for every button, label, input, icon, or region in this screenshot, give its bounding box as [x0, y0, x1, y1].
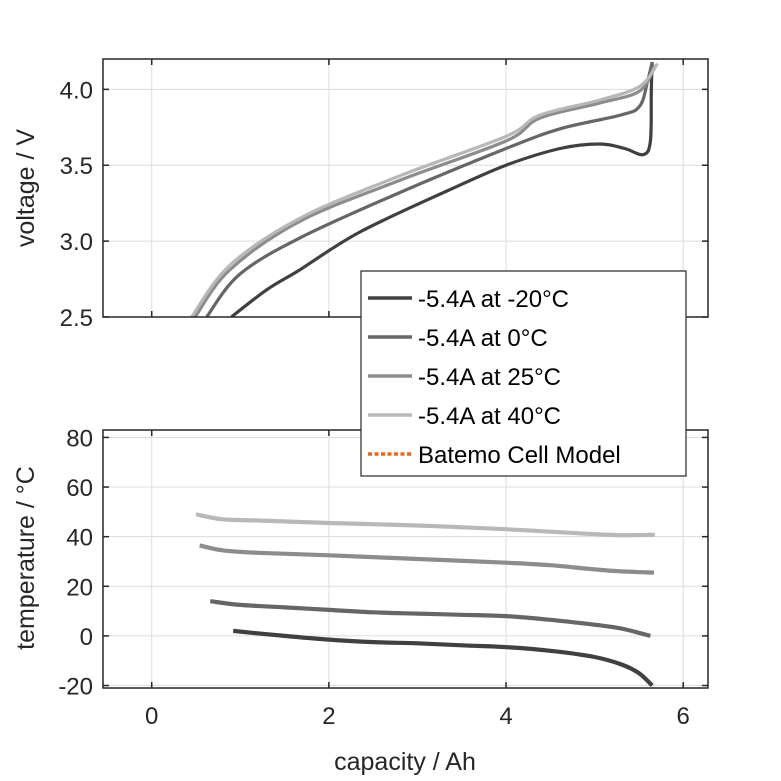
temperature-series-line-0: [232, 628, 654, 688]
legend-label: -5.4A at 0°C: [418, 325, 548, 352]
y-tick-label: 2.5: [60, 305, 93, 332]
y-tick-label: 40: [66, 525, 93, 552]
legend-label: Batemo Cell Model: [418, 442, 621, 469]
y-tick-label: -20: [58, 674, 93, 701]
x-tick-label: 0: [145, 703, 158, 730]
x-tick-label: 6: [677, 703, 690, 730]
legend-entry: -5.4A at 0°C: [368, 325, 548, 352]
legend-label: -5.4A at 25°C: [418, 364, 561, 391]
temperature-y-axis-label: temperature / °C: [12, 466, 40, 650]
voltage-series-line-2: [193, 64, 657, 317]
voltage-y-axis-label: voltage / V: [12, 129, 40, 247]
legend-label: -5.4A at -20°C: [418, 286, 569, 313]
legend-entry: -5.4A at 40°C: [368, 403, 561, 430]
y-tick-label: 60: [66, 475, 93, 502]
voltage-series-line-0: [230, 61, 654, 317]
y-tick-label: 80: [66, 425, 93, 452]
legend-entry: -5.4A at -20°C: [368, 286, 569, 313]
legend-entry: -5.4A at 25°C: [368, 364, 561, 391]
voltage-series-line-1: [205, 61, 654, 317]
x-tick-label: 4: [499, 703, 512, 730]
y-tick-label: 20: [66, 574, 93, 601]
legend-label: -5.4A at 40°C: [418, 403, 561, 430]
legend: -5.4A at -20°C -5.4A at 0°C -5.4A at 25°C -…: [360, 270, 687, 477]
x-tick-label: 2: [322, 703, 335, 730]
y-tick-label: 0: [80, 624, 93, 651]
voltage-series: [190, 61, 659, 317]
y-tick-label: 3.0: [60, 229, 93, 256]
temperature-series: [195, 512, 655, 688]
temperature-series-line-2: [199, 543, 655, 575]
y-tick-label: 3.5: [60, 153, 93, 180]
voltage-series-line-3: [190, 62, 659, 317]
temperature-series-line-1: [209, 599, 651, 638]
y-tick-label: 4.0: [60, 77, 93, 104]
legend-entry: Batemo Cell Model: [368, 442, 621, 469]
temperature-ticks: 0 2 4 6 -20 0 20 40 60 80: [58, 425, 708, 730]
temperature-series-line-3: [195, 512, 655, 538]
legend-box: [360, 270, 687, 477]
capacity-x-axis-label: capacity / Ah: [334, 748, 476, 776]
